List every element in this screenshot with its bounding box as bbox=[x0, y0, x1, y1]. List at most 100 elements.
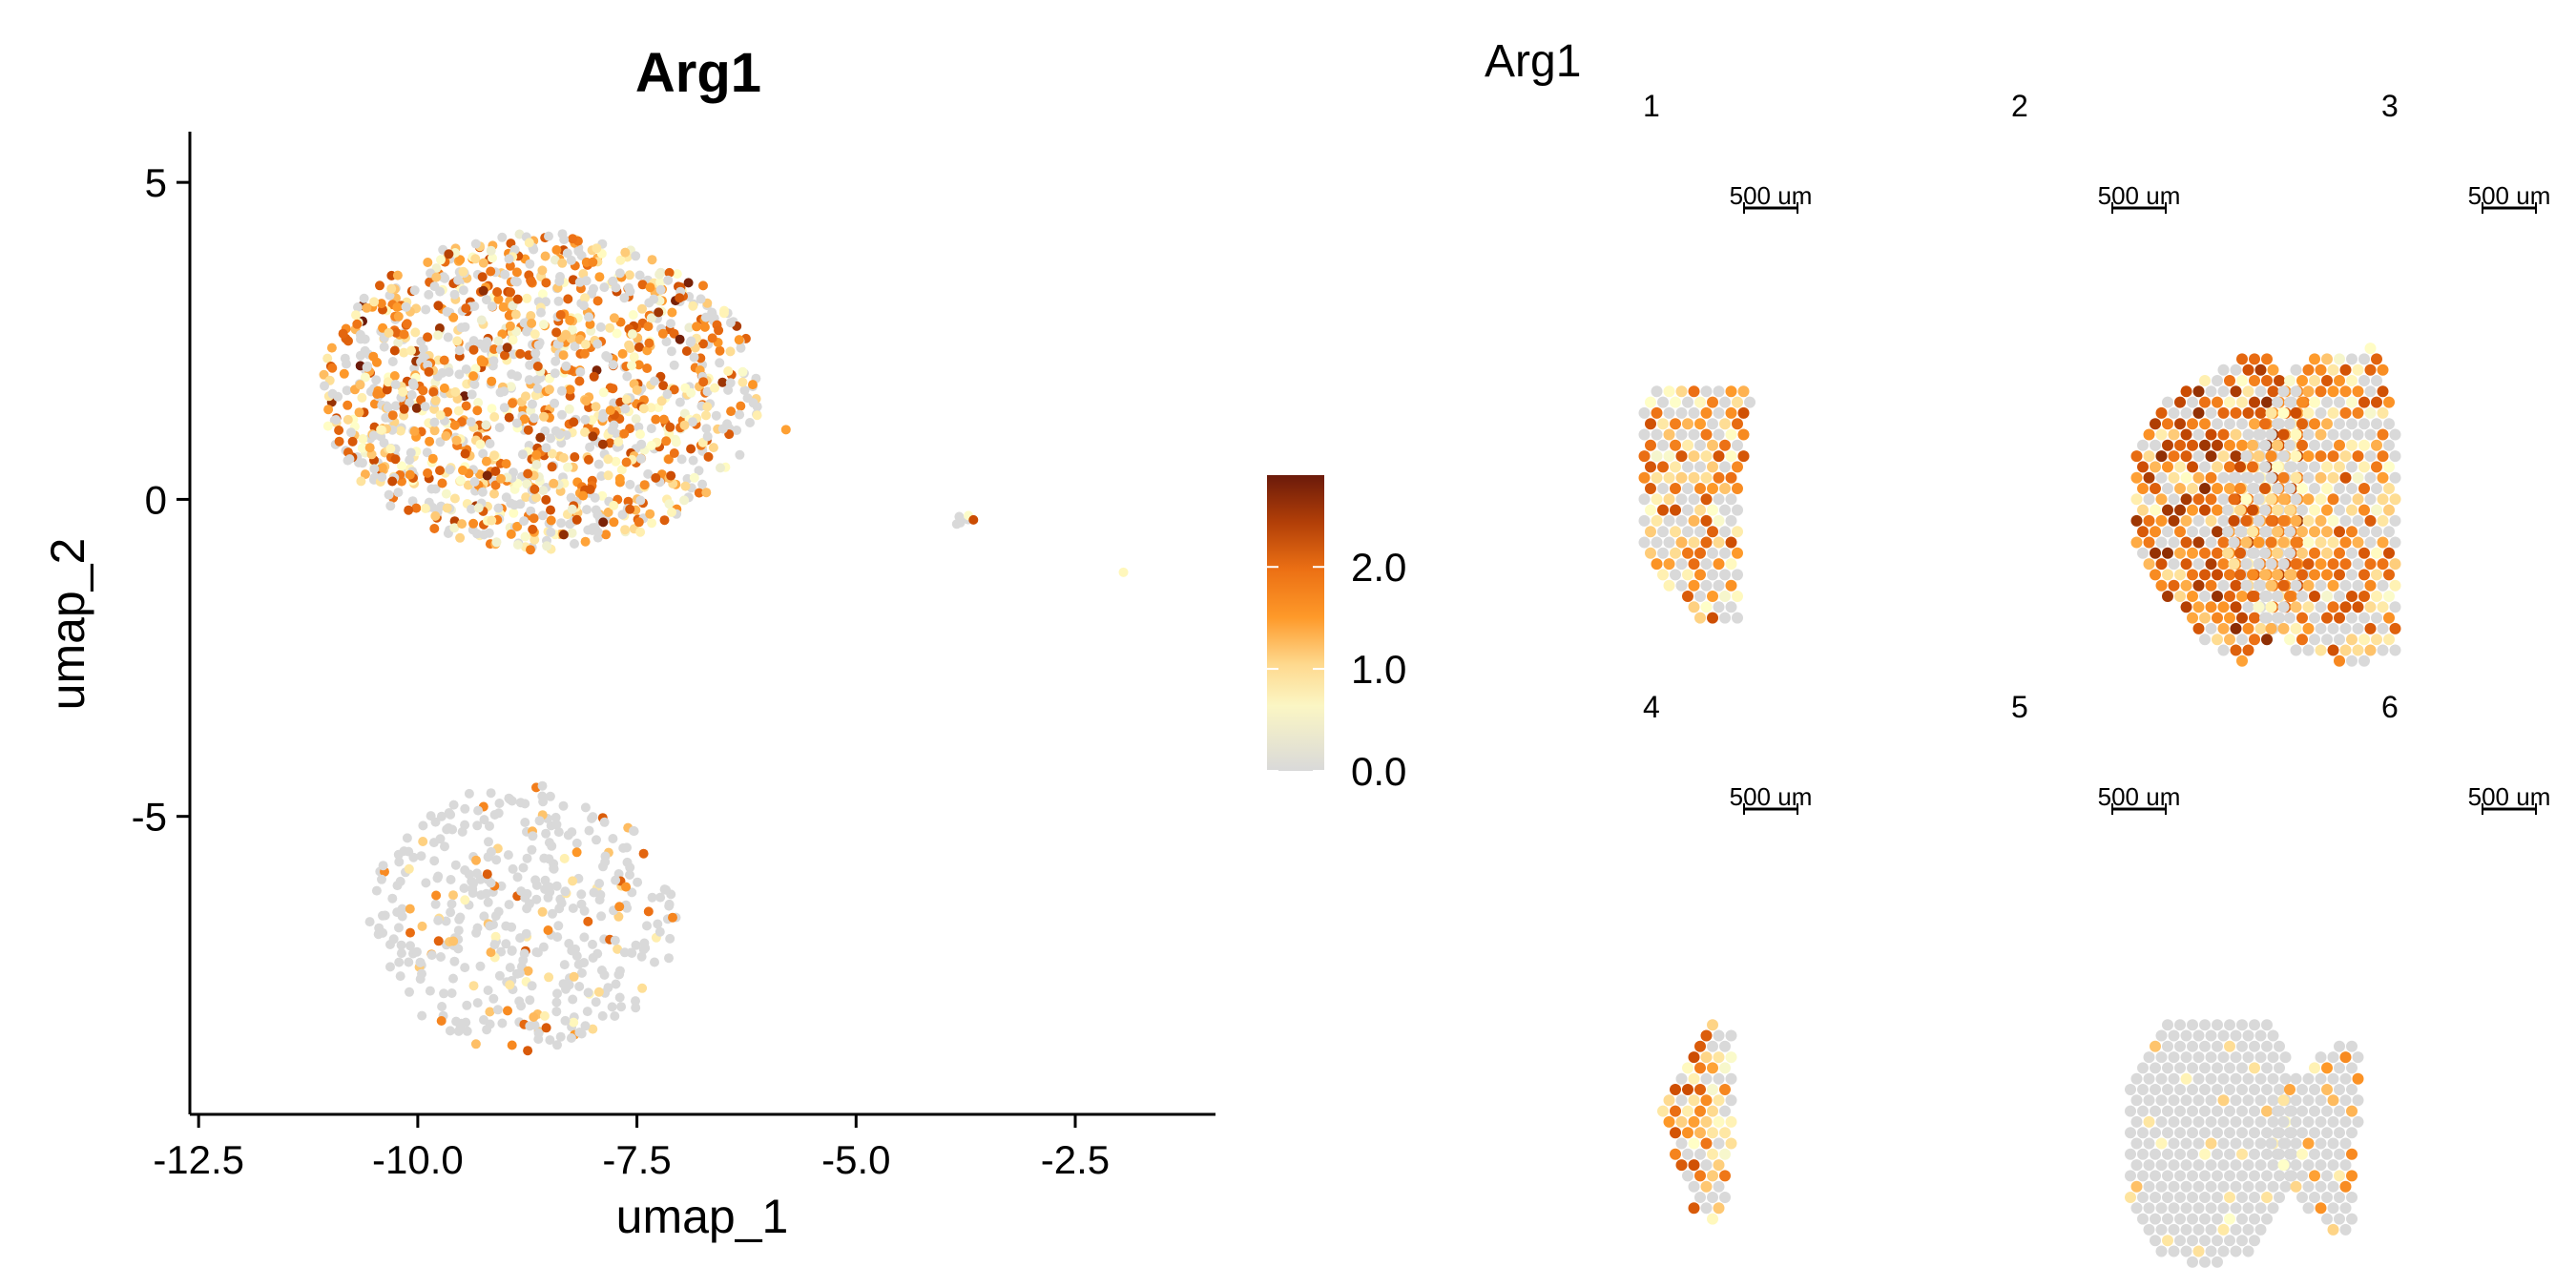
umap-point bbox=[529, 1012, 539, 1022]
spatial-spot bbox=[2265, 493, 2277, 506]
spatial-spot bbox=[2150, 547, 2161, 559]
spatial-spot bbox=[1682, 526, 1693, 538]
spatial-spot bbox=[1707, 612, 1718, 624]
spatial-spot bbox=[2254, 622, 2267, 634]
spatial-spot bbox=[2192, 1159, 2205, 1172]
spatial-spot bbox=[2309, 439, 2320, 451]
spatial-spot bbox=[2150, 526, 2161, 538]
spatial-spot bbox=[2205, 1051, 2217, 1064]
spatial-spot bbox=[2187, 1127, 2198, 1139]
umap-point bbox=[478, 285, 488, 296]
umap-point bbox=[603, 508, 613, 517]
umap-point bbox=[424, 366, 434, 377]
spatial-spot bbox=[2377, 579, 2389, 592]
spatial-spot bbox=[2254, 406, 2267, 419]
umap-point bbox=[735, 449, 745, 460]
spatial-spot bbox=[2254, 1094, 2267, 1107]
spatial-spot bbox=[2212, 1127, 2223, 1139]
spatial-spot bbox=[2125, 1148, 2136, 1160]
spatial-spot bbox=[2137, 1084, 2149, 1095]
umap-point bbox=[501, 939, 511, 949]
umap-point bbox=[375, 280, 384, 291]
spatial-spot bbox=[1645, 461, 1656, 473]
spatial-spot bbox=[1688, 1072, 1700, 1085]
umap-point bbox=[571, 838, 582, 848]
spatial-spot bbox=[2180, 1072, 2192, 1085]
umap-point bbox=[447, 988, 457, 998]
spatial-spot bbox=[1725, 493, 1737, 506]
umap-point bbox=[522, 293, 532, 303]
spatial-spot bbox=[2230, 428, 2242, 441]
y-axis-title: umap_2 bbox=[41, 538, 94, 711]
spatial-spot bbox=[2224, 1084, 2235, 1095]
umap-point bbox=[631, 414, 641, 425]
spatial-spot bbox=[2377, 493, 2389, 506]
spatial-spot bbox=[2377, 471, 2389, 484]
umap-point bbox=[425, 436, 435, 447]
umap-point bbox=[382, 384, 392, 395]
spatial-spot bbox=[2212, 634, 2223, 646]
spatial-spot bbox=[2180, 428, 2192, 441]
umap-point bbox=[407, 378, 418, 388]
spatial-spot bbox=[2315, 1180, 2327, 1193]
spatial-spot bbox=[2261, 1213, 2273, 1225]
umap-point bbox=[559, 853, 570, 863]
umap-point bbox=[520, 818, 530, 827]
spatial-spot bbox=[2205, 1072, 2217, 1085]
umap-point bbox=[431, 272, 442, 282]
spatial-spot bbox=[2155, 406, 2168, 419]
umap-point bbox=[540, 875, 551, 885]
spatial-spot bbox=[2253, 514, 2265, 527]
spatial-spot bbox=[2371, 483, 2382, 494]
spatial-spot bbox=[2162, 483, 2173, 494]
umap-point bbox=[362, 302, 372, 313]
umap-point bbox=[319, 369, 329, 380]
umap-point bbox=[377, 472, 387, 483]
spatial-spot bbox=[2277, 493, 2290, 506]
umap-point bbox=[523, 1046, 533, 1056]
spatial-spot bbox=[2174, 1235, 2186, 1247]
spatial-spot bbox=[2130, 1072, 2143, 1085]
spatial-spot bbox=[1700, 406, 1713, 419]
umap-point bbox=[502, 343, 512, 353]
spatial-spot bbox=[2125, 1192, 2136, 1203]
spatial-spot bbox=[1670, 1084, 1681, 1095]
spatial-spot bbox=[1688, 1159, 1700, 1172]
umap-point bbox=[519, 414, 530, 425]
umap-point bbox=[420, 402, 430, 412]
spatial-spot bbox=[2224, 483, 2235, 494]
umap-point bbox=[540, 884, 551, 894]
umap-point bbox=[609, 313, 619, 323]
umap-point bbox=[570, 539, 579, 549]
spatial-spot bbox=[2162, 1105, 2173, 1117]
spatial-spot bbox=[2371, 439, 2382, 451]
spatial-spot bbox=[2309, 1084, 2320, 1095]
spatial-spot bbox=[2162, 1148, 2173, 1160]
spatial-spot bbox=[2259, 612, 2271, 624]
umap-point bbox=[355, 380, 365, 390]
umap-point bbox=[634, 342, 644, 352]
spatial-spot bbox=[2371, 612, 2382, 624]
spatial-spot bbox=[2168, 1202, 2180, 1215]
spatial-spot bbox=[2339, 493, 2352, 506]
spatial-spot bbox=[2240, 514, 2253, 527]
umap-point bbox=[399, 404, 409, 414]
umap-point bbox=[679, 420, 690, 430]
umap-point bbox=[522, 853, 532, 863]
spatial-spot bbox=[2168, 558, 2180, 571]
umap-point bbox=[619, 293, 630, 303]
spatial-spot bbox=[2212, 396, 2223, 408]
spatial-spot bbox=[1713, 536, 1725, 549]
umap-point bbox=[326, 343, 337, 353]
spatial-spot bbox=[2168, 471, 2180, 484]
spatial-spot bbox=[2334, 612, 2345, 624]
spatial-spot bbox=[1663, 1115, 1675, 1128]
umap-point bbox=[508, 335, 518, 345]
umap-point bbox=[533, 1034, 544, 1045]
umap-point bbox=[537, 265, 548, 276]
spatial-spot bbox=[2212, 612, 2223, 624]
spatial-spot bbox=[2162, 526, 2173, 538]
spatial-spot bbox=[2242, 385, 2254, 398]
umap-point bbox=[717, 377, 728, 387]
